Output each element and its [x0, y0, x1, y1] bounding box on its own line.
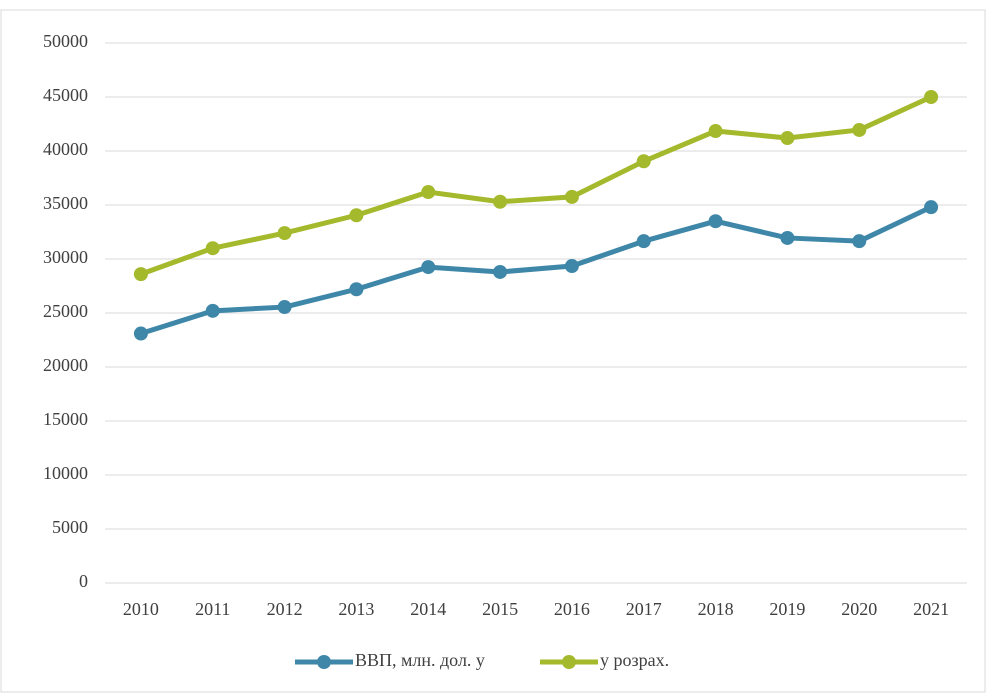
x-tick-label: 2014 — [410, 599, 446, 619]
x-tick-label: 2019 — [769, 599, 805, 619]
y-tick-label: 30000 — [43, 247, 88, 267]
y-tick-label: 25000 — [43, 301, 88, 321]
x-tick-label: 2017 — [626, 599, 662, 619]
legend-label: ВВП, млн. дол. у — [355, 650, 485, 670]
data-point — [493, 264, 508, 279]
y-tick-label: 15000 — [43, 409, 88, 429]
data-point — [421, 185, 436, 200]
data-point — [133, 267, 148, 282]
y-tick-label: 35000 — [43, 193, 88, 213]
data-point — [780, 131, 795, 146]
y-tick-label: 0 — [79, 571, 88, 591]
data-point — [493, 194, 508, 209]
data-point — [564, 189, 579, 204]
legend-marker — [317, 655, 331, 669]
y-tick-label: 5000 — [52, 517, 88, 537]
x-tick-label: 2011 — [195, 599, 230, 619]
data-point — [564, 259, 579, 274]
data-point — [349, 208, 364, 223]
x-tick-label: 2020 — [841, 599, 877, 619]
series-line — [140, 94, 933, 277]
data-point — [852, 122, 867, 137]
data-point — [277, 226, 292, 241]
chart-border — [0, 9, 986, 693]
series-line — [140, 204, 933, 336]
y-tick-label: 45000 — [43, 85, 88, 105]
data-point — [780, 230, 795, 245]
data-point — [852, 234, 867, 249]
x-tick-label: 2016 — [554, 599, 590, 619]
data-point — [349, 282, 364, 297]
data-point — [205, 303, 220, 318]
y-tick-label: 20000 — [43, 355, 88, 375]
x-tick-label: 2013 — [338, 599, 374, 619]
data-point — [708, 124, 723, 139]
legend-marker — [562, 655, 576, 669]
data-point — [924, 200, 939, 215]
data-point — [421, 260, 436, 275]
x-tick-label: 2018 — [698, 599, 734, 619]
x-tick-label: 2021 — [913, 599, 949, 619]
y-tick-label: 50000 — [43, 31, 88, 51]
data-point — [924, 90, 939, 104]
data-point — [277, 300, 292, 315]
legend-label: у розрах. — [600, 650, 669, 670]
data-point — [133, 326, 148, 341]
data-point — [205, 241, 220, 256]
x-tick-label: 2012 — [267, 599, 303, 619]
y-tick-label: 40000 — [43, 139, 88, 159]
data-point — [708, 214, 723, 229]
data-point — [636, 154, 651, 169]
y-tick-label: 10000 — [43, 463, 88, 483]
data-point — [636, 234, 651, 249]
x-tick-label: 2015 — [482, 599, 518, 619]
x-tick-label: 2010 — [123, 599, 159, 619]
